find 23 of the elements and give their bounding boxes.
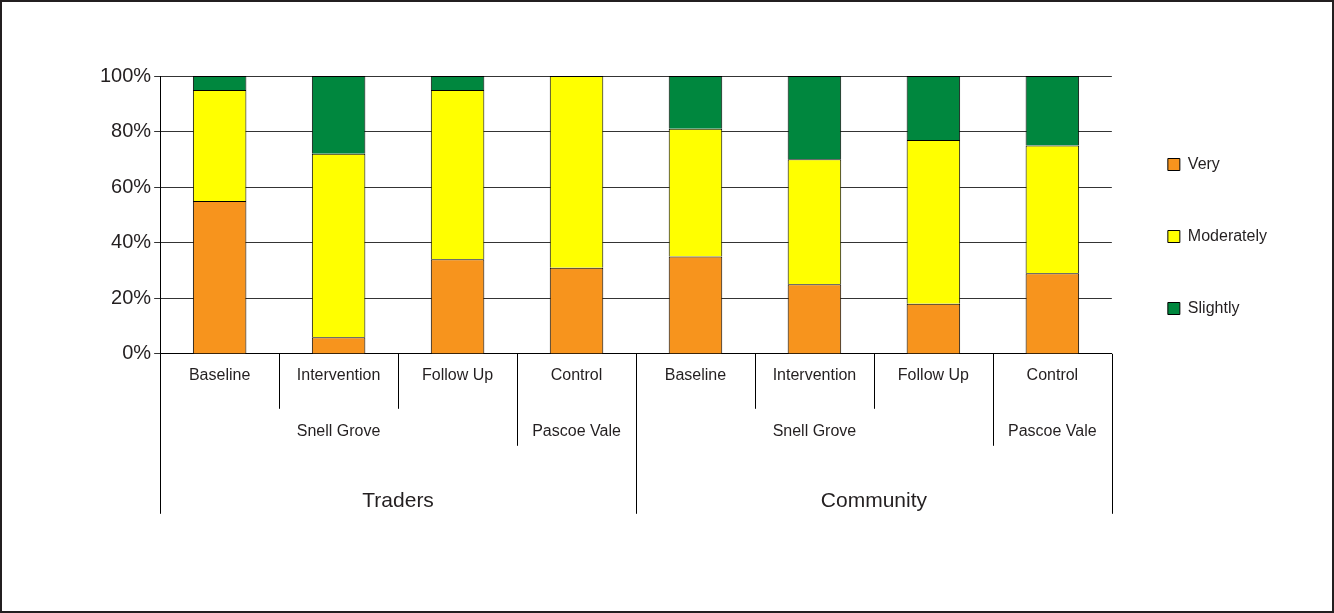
x-tick-label: Intervention — [296, 365, 381, 383]
x-tick-label: Baseline — [664, 365, 727, 383]
y-tick-label: 0% — [122, 341, 152, 364]
y-tick-label: 80% — [111, 119, 152, 142]
text: Snell Grove — [296, 422, 381, 440]
legend-label: Moderately — [1187, 226, 1268, 244]
legend-label: Very — [1187, 154, 1220, 172]
text: Snell Grove — [772, 422, 857, 440]
x-tick-label: Control — [550, 365, 603, 383]
x-tick-label: Control — [1026, 365, 1079, 383]
legend-label: Slightly — [1187, 298, 1240, 316]
x-tick-label: Intervention — [772, 365, 857, 383]
y-tick-label: 20% — [111, 285, 152, 308]
y-tick-label: 60% — [111, 174, 152, 197]
text: Pascoe Vale — [1008, 422, 1097, 440]
y-tick-label: 40% — [111, 230, 152, 253]
text: Traders — [362, 487, 434, 511]
x-tick-label: Follow Up — [897, 365, 970, 383]
text: Community — [820, 487, 928, 511]
x-tick-label: Baseline — [188, 365, 251, 383]
x-tick-label: Follow Up — [421, 365, 494, 383]
text: Pascoe Vale — [532, 422, 621, 440]
y-tick-label: 100% — [100, 63, 152, 86]
